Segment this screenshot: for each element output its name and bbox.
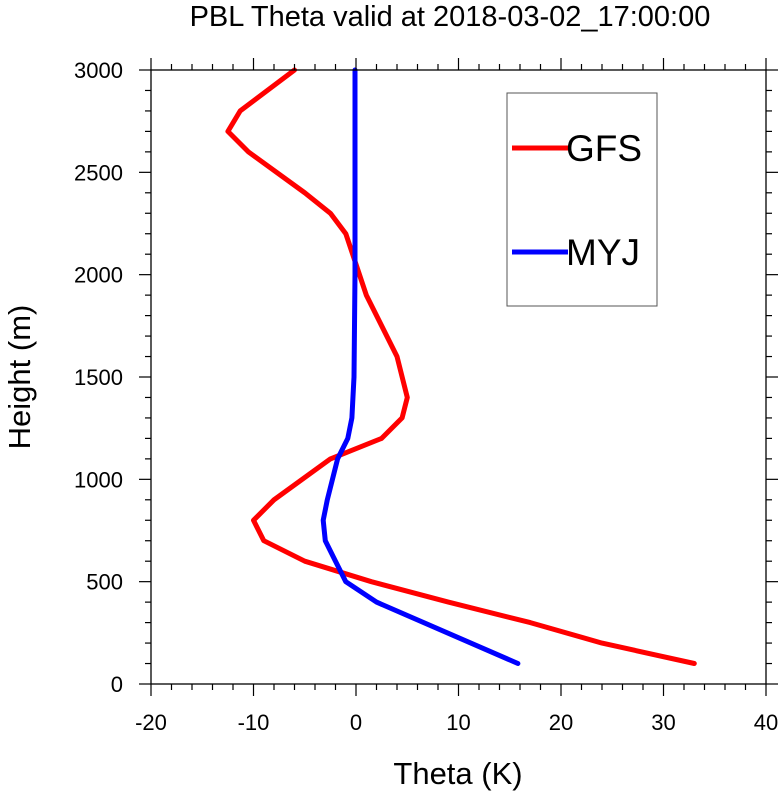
x-tick-label: 10 <box>446 710 470 735</box>
y-tick-label: 1500 <box>74 365 123 390</box>
chart-title: PBL Theta valid at 2018-03-02_17:00:00 <box>190 1 711 33</box>
plot-frame <box>150 69 767 685</box>
x-tick-label: 20 <box>549 710 573 735</box>
y-tick-label: 500 <box>86 570 123 595</box>
plot-series <box>225 67 697 666</box>
y-axis-label: Height (m) <box>2 305 37 450</box>
x-axis-ticks: -20 -10 0 10 20 30 40 <box>135 58 778 735</box>
y-tick-label: 2000 <box>74 263 123 288</box>
y-tick-label: 3000 <box>74 58 123 83</box>
x-axis-label: Theta (K) <box>393 756 522 791</box>
x-tick-label: -10 <box>238 710 270 735</box>
y-axis-ticks: 0 500 1000 1500 2000 2500 3000 <box>74 58 778 697</box>
legend-label-myj: MYJ <box>566 232 640 273</box>
y-tick-label: 1000 <box>74 467 123 492</box>
series-line-myj <box>320 67 521 666</box>
x-tick-label: 30 <box>651 710 675 735</box>
legend-label-gfs: GFS <box>566 128 642 169</box>
series-line-gfs <box>225 67 697 666</box>
legend-box <box>506 92 658 307</box>
legend: GFS MYJ <box>506 92 658 307</box>
y-tick-label: 2500 <box>74 160 123 185</box>
y-tick-label: 0 <box>111 672 123 697</box>
x-tick-label: -20 <box>135 710 167 735</box>
x-tick-label: 40 <box>754 710 778 735</box>
x-tick-label: 0 <box>350 710 362 735</box>
